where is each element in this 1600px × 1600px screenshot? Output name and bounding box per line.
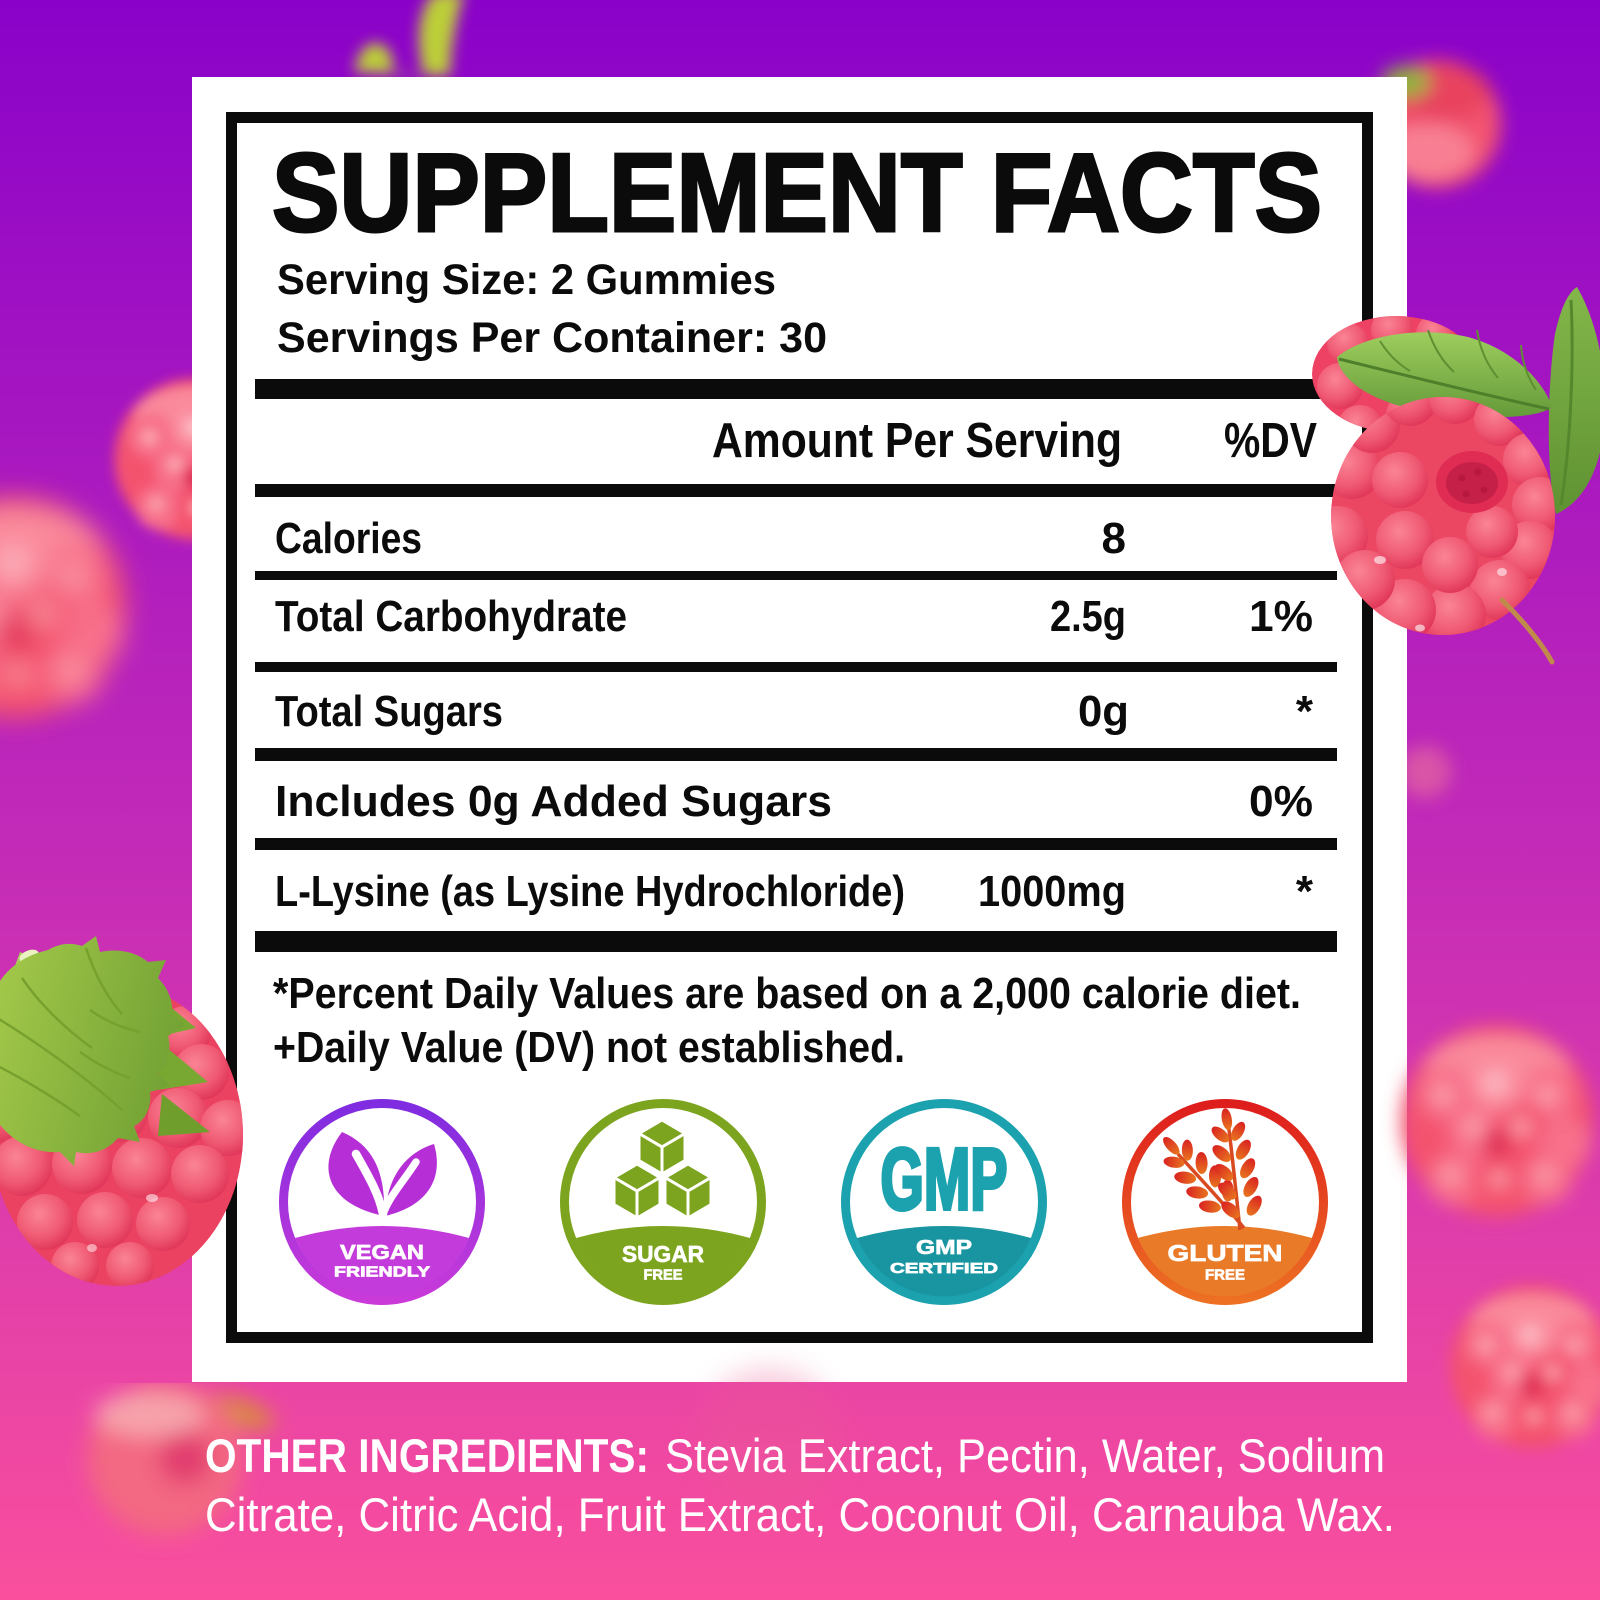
svg-text:FRIENDLY: FRIENDLY [334,1265,430,1281]
svg-text:FREE: FREE [1205,1268,1245,1284]
svg-text:VEGAN: VEGAN [340,1241,424,1264]
svg-text:GMP: GMP [881,1131,1008,1228]
svg-text:Total Sugars: Total Sugars [275,687,503,736]
svg-text:+Daily Value (DV) not establis: +Daily Value (DV) not established. [273,1023,905,1072]
svg-text:Includes 0g Added Sugars: Includes 0g Added Sugars [275,777,832,826]
svg-text:Citrate, Citric Acid, Fruit Ex: Citrate, Citric Acid, Fruit Extract, Coc… [205,1488,1395,1541]
svg-text:2.5g: 2.5g [1050,592,1126,641]
svg-text:OTHER INGREDIENTS:Stevia Extra: OTHER INGREDIENTS: Stevia Extract, Pectin… [205,1429,1385,1482]
svg-text:Serving Size: 2 Gummies: Serving Size: 2 Gummies [277,256,776,304]
svg-text:0%: 0% [1249,777,1313,826]
svg-text:GLUTEN: GLUTEN [1168,1240,1283,1266]
svg-text:Servings Per Container: 30: Servings Per Container: 30 [277,314,827,362]
svg-text:CERTIFIED: CERTIFIED [890,1261,998,1277]
svg-text:SUGAR: SUGAR [622,1241,704,1267]
svg-text:*Percent Daily Values are base: *Percent Daily Values are based on a 2,0… [273,969,1301,1018]
svg-text:GMP: GMP [916,1236,972,1259]
svg-text:L-Lysine (as Lysine Hydrochlor: L-Lysine (as Lysine Hydrochloride) [275,867,905,916]
svg-text:Total Carbohydrate: Total Carbohydrate [275,592,627,641]
svg-text:Amount Per Serving: Amount Per Serving [712,414,1122,468]
svg-text:FREE: FREE [644,1268,683,1284]
svg-text:*: * [1296,867,1314,916]
svg-text:8: 8 [1102,514,1126,563]
svg-text:1000mg: 1000mg [978,867,1126,916]
svg-text:%DV: %DV [1224,414,1317,468]
svg-text:*: * [1296,687,1314,736]
svg-text:0g: 0g [1078,687,1129,736]
svg-text:Calories: Calories [275,514,422,563]
svg-text:SUPPLEMENT FACTS: SUPPLEMENT FACTS [272,131,1322,255]
svg-text:1%: 1% [1249,592,1313,641]
